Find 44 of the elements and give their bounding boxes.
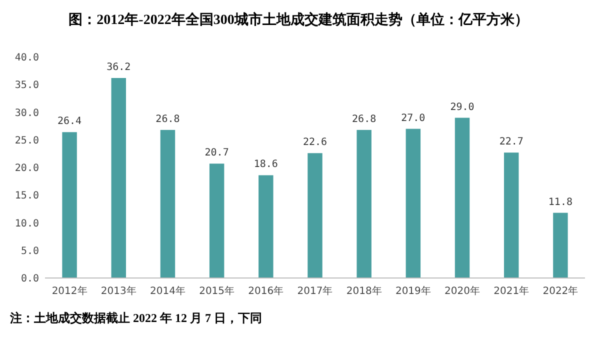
y-tick-label: 25.0 — [14, 135, 39, 146]
x-tick-label: 2015年 — [199, 285, 235, 297]
y-tick-label: 5.0 — [20, 246, 39, 257]
x-tick-label: 2016年 — [248, 285, 284, 297]
bar — [258, 175, 274, 278]
data-label: 26.8 — [156, 114, 180, 125]
data-label: 36.2 — [106, 62, 131, 73]
data-label: 26.8 — [352, 114, 376, 125]
bar — [356, 130, 372, 278]
y-tick-label: 10.0 — [14, 218, 39, 230]
x-tick-label: 2022年 — [542, 285, 578, 297]
data-label: 22.6 — [302, 137, 328, 148]
y-tick-label: 35.0 — [14, 80, 39, 92]
y-tick-label: 40.0 — [14, 52, 39, 64]
bar — [553, 212, 568, 278]
y-tick-label: 30.0 — [14, 108, 39, 119]
chart-title: 图：2012年-2022年全国300城市土地成交建筑面积走势（单位：亿平方米） — [68, 11, 528, 28]
x-tick-label: 2012年 — [52, 285, 88, 297]
y-tick-label: 15.0 — [14, 190, 39, 202]
data-label: 27.0 — [401, 112, 426, 124]
x-tick-label: 2017年 — [297, 285, 333, 297]
x-tick-label: 2020年 — [444, 285, 480, 297]
bar — [406, 128, 421, 278]
data-label: 11.8 — [548, 196, 572, 208]
y-tick-label: 20.0 — [14, 163, 39, 174]
data-label: 18.6 — [254, 159, 278, 170]
bar — [160, 130, 176, 278]
bar — [209, 164, 224, 278]
bar — [504, 152, 519, 278]
x-tick-label: 2018年 — [346, 285, 382, 297]
bar — [308, 153, 322, 278]
bar — [111, 78, 126, 278]
data-label: 29.0 — [450, 102, 474, 113]
text: 注：土地成交数据截止 2022 年 12 月 7 日，下同 — [9, 311, 262, 325]
data-label: 26.4 — [58, 116, 82, 128]
bar — [454, 118, 470, 278]
x-tick-label: 2013年 — [100, 285, 136, 297]
data-label: 22.7 — [499, 136, 524, 148]
bar — [62, 132, 77, 278]
x-tick-label: 2019年 — [395, 285, 431, 297]
data-label: 20.7 — [204, 148, 229, 159]
x-tick-label: 2014年 — [150, 285, 186, 297]
y-tick-label: 0.0 — [20, 274, 39, 284]
x-tick-label: 2021年 — [494, 285, 530, 297]
